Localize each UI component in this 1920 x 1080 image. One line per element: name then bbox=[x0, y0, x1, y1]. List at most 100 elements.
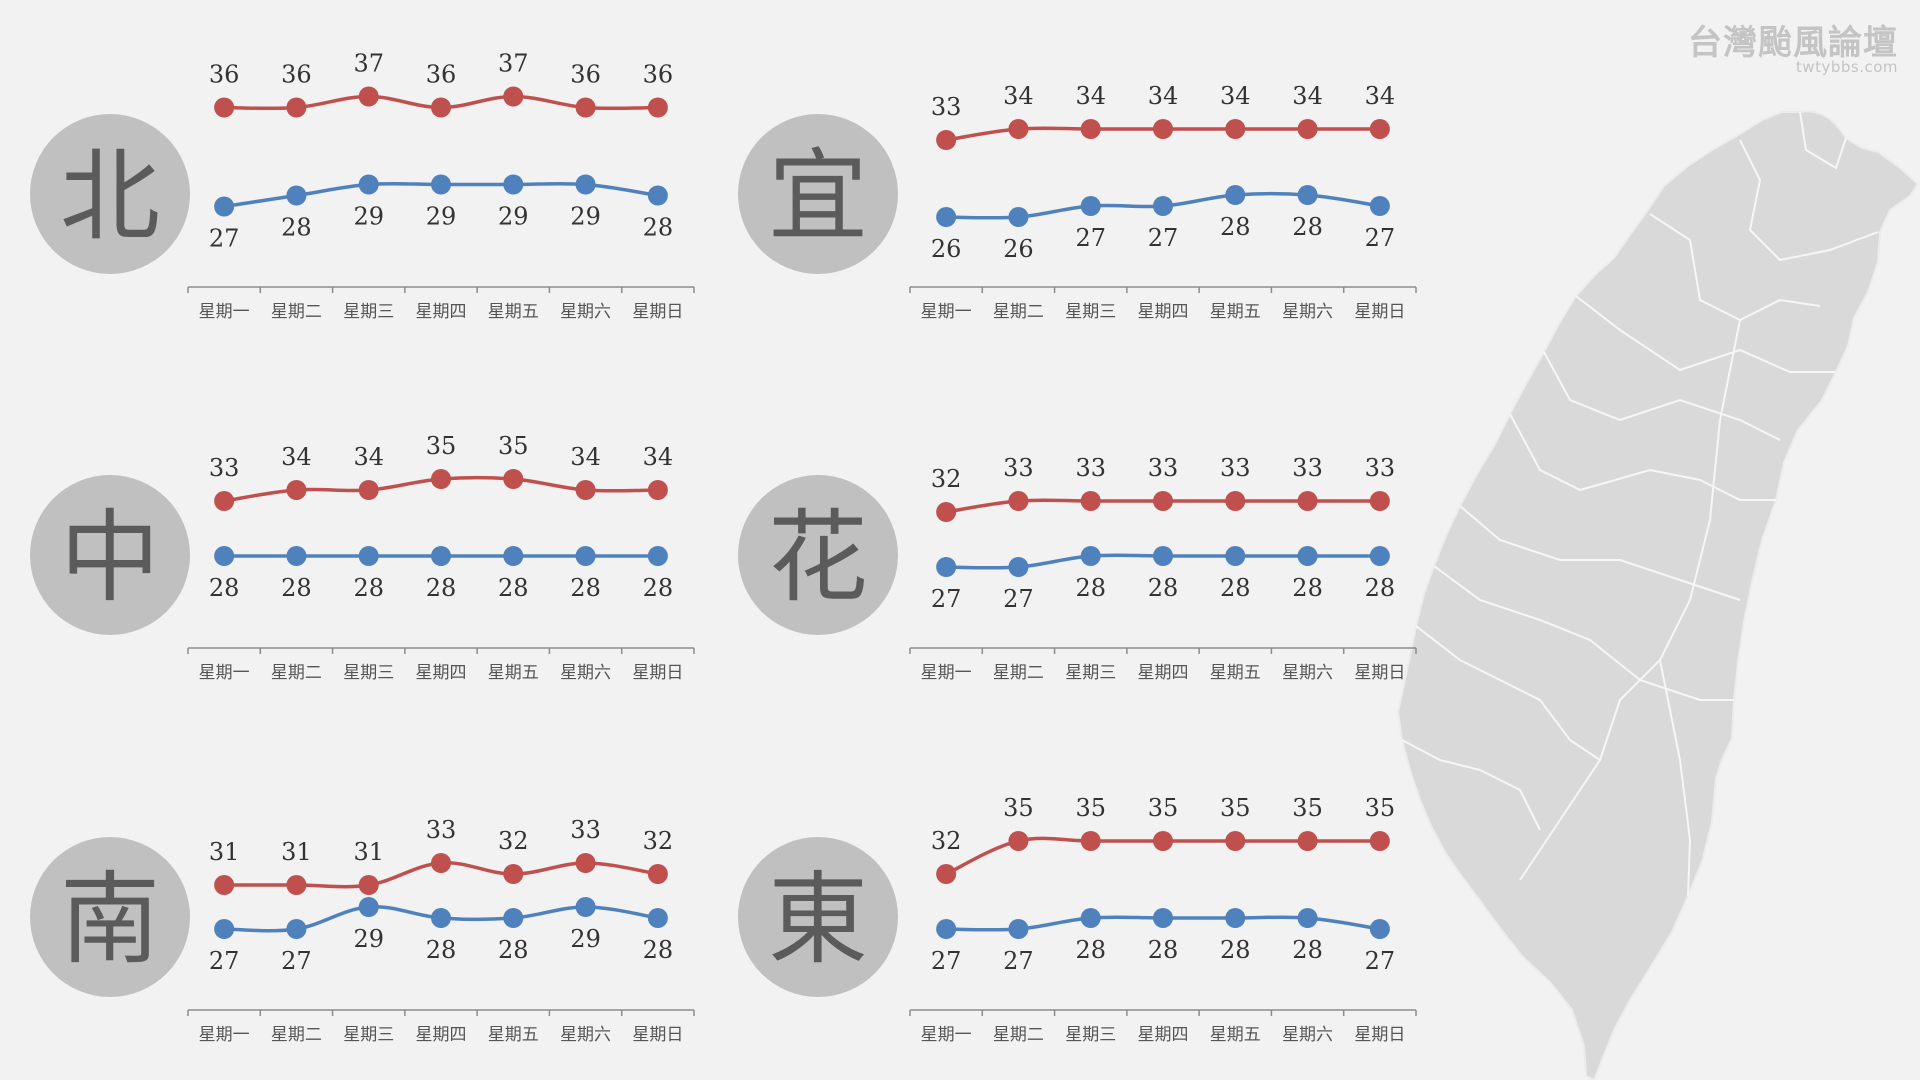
data-point bbox=[214, 97, 235, 118]
x-tick-label: 星期二 bbox=[271, 302, 322, 322]
data-label: 33 bbox=[1365, 454, 1396, 482]
data-label: 29 bbox=[570, 203, 601, 231]
x-tick-label: 星期四 bbox=[416, 1025, 467, 1045]
data-label: 33 bbox=[1003, 454, 1034, 482]
data-point bbox=[1225, 831, 1246, 851]
data-point bbox=[358, 86, 379, 107]
data-point bbox=[647, 97, 668, 118]
data-point bbox=[647, 185, 668, 206]
data-point bbox=[936, 919, 957, 939]
x-tick-label: 星期日 bbox=[632, 1025, 683, 1045]
data-label: 29 bbox=[570, 925, 601, 953]
data-label: 28 bbox=[643, 574, 674, 602]
data-label: 32 bbox=[498, 827, 529, 855]
data-point bbox=[1297, 546, 1318, 566]
data-label: 28 bbox=[643, 936, 674, 964]
data-label: 33 bbox=[1148, 454, 1179, 482]
data-label: 34 bbox=[1365, 82, 1396, 110]
data-point bbox=[214, 546, 235, 566]
data-label: 35 bbox=[498, 432, 529, 460]
data-label: 34 bbox=[1148, 82, 1179, 110]
data-label: 27 bbox=[281, 947, 312, 975]
data-point bbox=[1080, 196, 1101, 216]
data-label: 31 bbox=[281, 838, 312, 866]
data-point bbox=[1369, 196, 1390, 216]
x-tick-label: 星期一 bbox=[921, 1025, 972, 1045]
chart-4: 星期一 星期二 星期三 星期四 星期五 星期六 星期日 31 31 31 33 32 33 32 27 27 2… bbox=[187, 816, 695, 1045]
data-label: 29 bbox=[353, 925, 384, 953]
data-label: 27 bbox=[209, 225, 240, 253]
data-point bbox=[503, 908, 524, 928]
data-point bbox=[1225, 908, 1246, 928]
data-point bbox=[1153, 119, 1173, 139]
watermark-title: 台灣颱風論壇 bbox=[1688, 23, 1898, 63]
data-point bbox=[214, 196, 235, 217]
data-label: 28 bbox=[1292, 574, 1323, 602]
x-tick-label: 星期二 bbox=[993, 663, 1044, 683]
data-point bbox=[936, 864, 957, 884]
data-label: 27 bbox=[1003, 585, 1034, 613]
data-point bbox=[1080, 908, 1101, 928]
data-label: 28 bbox=[1075, 574, 1106, 602]
data-label: 35 bbox=[1365, 794, 1396, 822]
data-point bbox=[431, 853, 451, 873]
data-point bbox=[286, 875, 307, 895]
x-tick-label: 星期二 bbox=[271, 663, 322, 683]
data-point bbox=[358, 546, 379, 566]
x-tick-label: 星期六 bbox=[560, 1025, 611, 1045]
data-point bbox=[1008, 831, 1029, 851]
data-label: 27 bbox=[1365, 224, 1396, 252]
data-point bbox=[1225, 546, 1246, 566]
region-badge-yilan: 宜 bbox=[738, 114, 898, 274]
data-label: 33 bbox=[931, 93, 962, 121]
region-badge-north: 北 bbox=[30, 114, 190, 274]
x-tick-label: 星期日 bbox=[1354, 663, 1405, 683]
data-point bbox=[1225, 119, 1246, 139]
data-point bbox=[575, 853, 596, 873]
data-label: 28 bbox=[1365, 574, 1396, 602]
data-point bbox=[1297, 908, 1318, 928]
data-label: 28 bbox=[498, 936, 529, 964]
data-point bbox=[286, 480, 307, 500]
data-label: 28 bbox=[1292, 213, 1323, 241]
data-point bbox=[1369, 546, 1390, 566]
data-point bbox=[431, 97, 451, 118]
data-label: 34 bbox=[1220, 82, 1251, 110]
data-point bbox=[1080, 546, 1101, 566]
x-tick-label: 星期四 bbox=[1138, 663, 1189, 683]
data-point bbox=[503, 864, 524, 884]
data-point bbox=[1297, 119, 1318, 139]
data-label: 36 bbox=[426, 61, 457, 89]
x-tick-label: 星期六 bbox=[1282, 663, 1333, 683]
data-label: 28 bbox=[209, 574, 240, 602]
data-label: 35 bbox=[1003, 794, 1034, 822]
data-label: 33 bbox=[570, 816, 601, 844]
data-point bbox=[1080, 491, 1101, 511]
data-label: 36 bbox=[281, 61, 312, 89]
x-tick-label: 星期六 bbox=[1282, 1025, 1333, 1045]
x-tick-label: 星期一 bbox=[921, 663, 972, 683]
data-label: 36 bbox=[570, 61, 601, 89]
data-label: 35 bbox=[1220, 794, 1251, 822]
chart-3: 星期一 星期二 星期三 星期四 星期五 星期六 星期日 32 33 33 33 33 33 33 27 27 2… bbox=[909, 454, 1417, 683]
data-label: 33 bbox=[209, 454, 240, 482]
data-label: 28 bbox=[498, 574, 529, 602]
data-label: 28 bbox=[643, 214, 674, 242]
data-point bbox=[1008, 557, 1029, 577]
data-label: 27 bbox=[1148, 224, 1179, 252]
x-tick-label: 星期一 bbox=[921, 302, 972, 322]
data-point bbox=[1008, 919, 1029, 939]
x-tick-label: 星期四 bbox=[1138, 302, 1189, 322]
data-label: 34 bbox=[1003, 82, 1034, 110]
data-label: 34 bbox=[643, 443, 674, 471]
data-point bbox=[431, 546, 451, 566]
data-point bbox=[1369, 831, 1390, 851]
chart-1: 星期一 星期二 星期三 星期四 星期五 星期六 星期日 33 34 34 34 34 34 34 26 26 2… bbox=[909, 82, 1417, 322]
data-point bbox=[575, 97, 596, 118]
x-tick-label: 星期三 bbox=[1065, 302, 1116, 322]
data-label: 32 bbox=[931, 827, 962, 855]
data-label: 27 bbox=[931, 585, 962, 613]
data-point bbox=[936, 207, 957, 227]
